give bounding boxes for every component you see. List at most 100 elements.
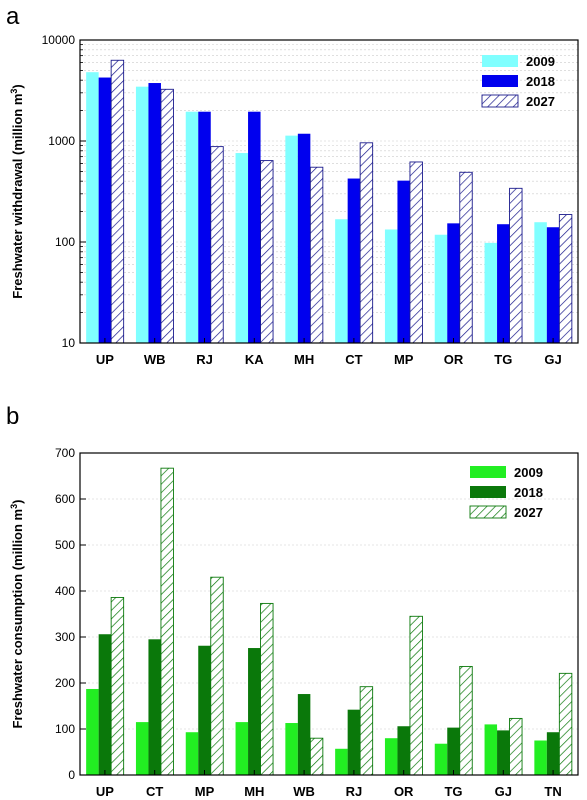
y-tick-label: 10 [62,336,76,350]
bar-ct-2027 [160,467,174,776]
y-tick-label: 200 [55,676,75,690]
bar-ct-2018 [347,178,361,343]
bar-wb-2027 [309,737,324,776]
bar-mp-2009 [185,732,199,775]
bar-rj-2018 [347,709,361,775]
bar-gj-2009 [484,724,498,775]
bar-tn-2018 [546,732,560,775]
bar-mp-2009 [384,229,398,343]
bar-up-2018 [98,634,112,775]
x-tick-label: UP [96,352,114,367]
panel-a: UP WB RJ KA MH CT MP OR TG GJ 10 100 1000 10000 Freshw… [9,33,579,367]
y-tick-label: 0 [68,768,75,782]
bar-up-2027 [110,59,125,344]
bar-mp-2018 [397,180,410,343]
x-tick-label: RJ [346,784,363,799]
bar-or-2027 [409,615,423,776]
bar-mp-2027 [409,161,423,344]
x-tick-label: RJ [196,352,213,367]
bar-ct-2027 [359,142,374,344]
plot-frame [79,452,579,776]
bar-mh-2027 [309,166,324,344]
bar-or-2009 [384,738,398,775]
bar-or-2018 [397,726,410,775]
x-tick-label: MH [244,784,264,799]
bar-gj-2027 [509,717,523,776]
panel-letter-a: a [6,3,20,30]
legend-label-2027: 2027 [514,505,543,520]
x-tick-label: WB [144,352,166,367]
bar-rj-2018 [198,111,211,343]
panel-b: UP CT MP MH WB RJ OR TG GJ TN 0 100 200 300 400 500 600 7… [9,446,579,799]
bar-mh-2027 [260,602,274,776]
bar-tn-2027 [558,672,573,776]
bar-ka-2009 [235,153,249,343]
legend-label-2018: 2018 [526,74,555,89]
y-tick-label: 300 [55,630,75,644]
bar-mh-2009 [235,722,249,775]
bar-ka-2018 [248,111,261,343]
legend-swatch-2018 [470,486,506,498]
bar-rj-2009 [185,111,199,343]
y-axis-title: Freshwater withdrawal (million m3) [9,84,25,299]
y-tick-label: 600 [55,492,75,506]
legend-label-2018: 2018 [514,485,543,500]
bar-or-2018 [447,223,460,343]
x-tick-label: OR [444,352,464,367]
bar-tg-2018 [447,727,460,775]
x-tick-label: CT [146,784,163,799]
bar-gj-2018 [497,730,510,775]
bar-tg-2027 [509,187,523,344]
bar-ct-2018 [148,639,161,775]
x-tick-label: MP [195,784,215,799]
bar-ct-2009 [135,722,149,775]
bar-tg-2009 [484,242,498,343]
y-tick-label: 100 [55,235,75,249]
bar-wb-2018 [297,694,311,775]
legend-swatch-2027 [481,94,519,108]
x-tick-label: WB [293,784,315,799]
bar-mh-2018 [248,648,261,775]
bar-rj-2027 [359,686,374,776]
panel-letter-b: b [6,403,19,430]
bar-ka-2027 [260,160,274,344]
bar-up-2009 [86,72,99,343]
y-tick-label: 700 [55,446,75,460]
legend-label-2009: 2009 [514,465,543,480]
legend-swatch-2018 [482,75,518,87]
legend-swatch-2009 [470,466,506,478]
x-tick-label: CT [345,352,362,367]
bar-ct-2009 [335,219,348,343]
legend-swatch-2027 [469,505,507,519]
bar-tg-2018 [497,224,510,343]
bar-wb-2009 [285,723,298,775]
bar-rj-2009 [335,748,348,775]
bar-mp-2018 [198,645,211,775]
bar-gj-2018 [546,227,560,343]
bar-up-2027 [110,596,125,776]
y-tick-label: 10000 [42,33,76,47]
bar-gj-2027 [558,214,573,344]
x-tick-label: GJ [495,784,512,799]
y-axis-title: Freshwater consumption (million m3) [9,500,25,729]
legend-label-2027: 2027 [526,94,555,109]
x-tick-label: UP [96,784,114,799]
y-tick-label: 100 [55,722,75,736]
bar-mp-2027 [210,576,224,776]
bar-tn-2009 [534,740,547,775]
legend-swatch-2009 [482,55,518,67]
bar-rj-2027 [210,146,224,344]
bar-wb-2009 [135,86,149,344]
x-tick-label: TG [444,784,462,799]
bar-wb-2018 [148,83,161,344]
x-tick-label: MP [394,352,414,367]
x-tick-label: TG [494,352,512,367]
bar-or-2027 [459,171,473,344]
y-tick-label: 400 [55,584,75,598]
x-tick-label: GJ [544,352,561,367]
x-tick-label: OR [394,784,414,799]
bar-mh-2018 [297,133,311,343]
bar-or-2009 [434,234,448,343]
bar-up-2018 [98,77,112,343]
x-tick-label: KA [245,352,264,367]
